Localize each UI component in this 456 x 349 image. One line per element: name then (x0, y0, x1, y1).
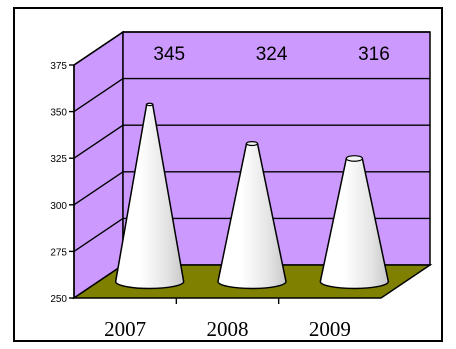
cone-2009 (319, 155, 390, 290)
cone-top (345, 155, 363, 162)
cone-2007 (114, 102, 185, 290)
y-tick-label: 350 (50, 108, 67, 119)
data-label-2009: 316 (358, 44, 390, 65)
cone-body (114, 103, 185, 290)
gridlines (73, 31, 430, 252)
y-tick-label: 325 (50, 154, 67, 165)
x-tick-labels: 2007 2008 2009 (104, 298, 351, 341)
cone-body (217, 142, 287, 290)
y-tick-labels: 250 275 300 325 350 375 (50, 61, 74, 305)
data-label-2007: 345 (153, 44, 185, 65)
y-tick-label: 275 (50, 247, 67, 258)
gridline-side (73, 78, 124, 113)
cone-body (319, 157, 390, 290)
cone-series (114, 102, 390, 290)
gridline-side (73, 171, 124, 206)
gridline-side (73, 124, 124, 159)
data-label-2008: 324 (256, 44, 288, 65)
gridline-side (73, 217, 124, 252)
x-tick-label-2008: 2008 (207, 317, 249, 341)
y-tick-label: 250 (50, 294, 67, 305)
x-tick-label-2007: 2007 (104, 317, 146, 341)
data-labels: 345 324 316 (153, 44, 389, 65)
x-tick-label-2009: 2009 (309, 317, 351, 341)
cone-2008 (217, 141, 287, 290)
side-wall (73, 30, 124, 300)
cone-top (146, 102, 154, 107)
y-tick-label: 300 (50, 201, 67, 212)
y-tick-label: 375 (50, 61, 67, 72)
cone-top (245, 141, 259, 147)
gridline-side (73, 31, 124, 66)
